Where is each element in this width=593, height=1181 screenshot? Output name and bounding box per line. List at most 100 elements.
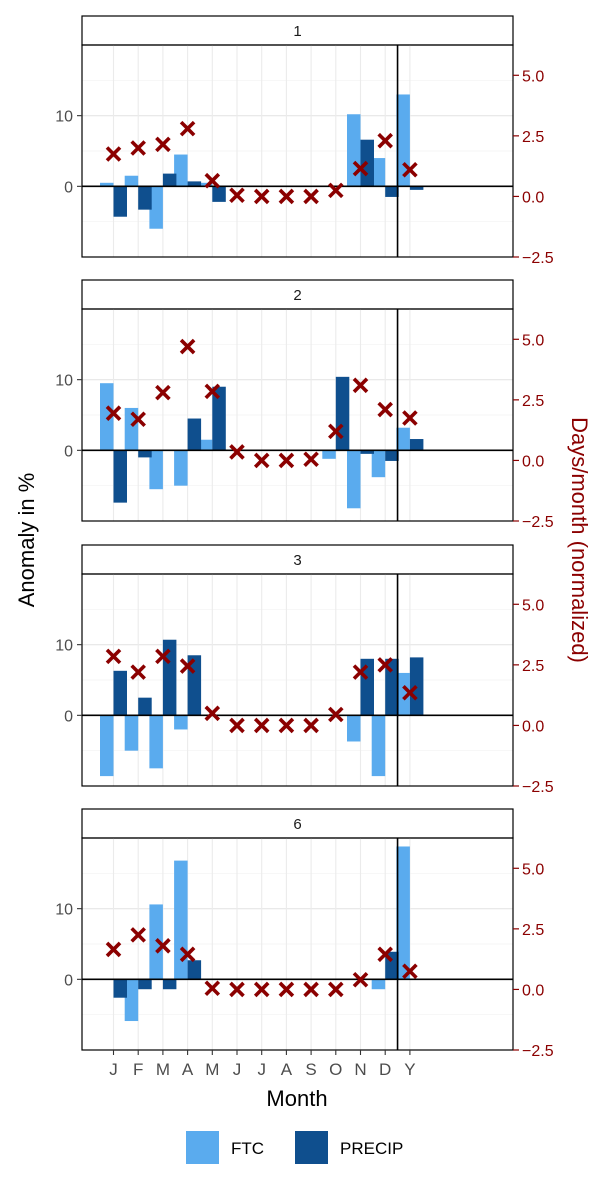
precip-bar bbox=[335, 376, 350, 451]
days-marker bbox=[105, 405, 122, 421]
precip-bar bbox=[113, 450, 127, 503]
y-axis-label-left: Anomaly in % bbox=[14, 473, 39, 608]
ftc-bar bbox=[396, 672, 410, 716]
days-marker bbox=[377, 946, 393, 963]
ftc-bar bbox=[322, 450, 336, 459]
x-tick-label: F bbox=[133, 1060, 143, 1079]
marker-stroke bbox=[328, 706, 344, 723]
facet-label: 3 bbox=[293, 552, 301, 569]
legend-item-precip: PRECIP bbox=[295, 1131, 403, 1164]
precip-bar bbox=[409, 657, 424, 716]
facet-label: 6 bbox=[293, 816, 301, 833]
days-marker bbox=[377, 132, 393, 149]
marker-stroke bbox=[402, 162, 418, 178]
days-marker bbox=[303, 717, 319, 734]
ftc-bar bbox=[174, 860, 188, 980]
marker-stroke bbox=[278, 188, 295, 205]
panel-border bbox=[81, 44, 514, 258]
ftc-bar bbox=[174, 450, 188, 486]
legend-label: FTC bbox=[231, 1139, 264, 1158]
days-marker bbox=[352, 664, 369, 680]
facet-panel-3: 3 10 0 5.0 2.5 0.0 −2.5 bbox=[55, 544, 554, 796]
ftc-bar bbox=[124, 715, 139, 751]
x-tick-label: D bbox=[379, 1060, 391, 1079]
ftc-bar bbox=[396, 427, 410, 451]
marker-stroke bbox=[377, 132, 393, 149]
days-marker bbox=[328, 981, 344, 998]
precip-bar bbox=[113, 186, 127, 217]
left-tick-label: 0 bbox=[64, 708, 73, 725]
panel-border bbox=[81, 308, 514, 522]
days-marker bbox=[402, 684, 418, 701]
x-tick-label: O bbox=[329, 1060, 342, 1079]
days-marker bbox=[328, 706, 344, 723]
marker-stroke bbox=[229, 444, 245, 460]
facet-panel-2: 2 10 0 5.0 2.5 0.0 −2.5 bbox=[55, 279, 554, 531]
days-marker bbox=[278, 452, 295, 469]
days-marker bbox=[179, 946, 196, 963]
precip-bar bbox=[138, 697, 152, 716]
ftc-bar bbox=[174, 715, 188, 730]
x-tick-label: J bbox=[257, 1060, 266, 1079]
precip-bar bbox=[113, 979, 127, 998]
right-tick-label: 2.5 bbox=[522, 658, 544, 675]
marker-stroke bbox=[204, 980, 221, 996]
marker-stroke bbox=[328, 423, 344, 440]
x-tick-label: J bbox=[233, 1060, 242, 1079]
days-marker bbox=[253, 717, 270, 734]
ftc-bar bbox=[149, 450, 163, 490]
days-marker bbox=[377, 657, 393, 673]
chart-panels: 1 10 0 5.0 2.5 0.0 −2.5 2 10 0 5.0 2.5 0.0 −2.5 3 10 0 5.… bbox=[55, 15, 554, 1060]
left-tick-label: 10 bbox=[55, 902, 73, 919]
marker-stroke bbox=[130, 140, 146, 156]
precip-bar bbox=[162, 979, 177, 990]
ftc-bar bbox=[100, 715, 114, 777]
marker-stroke bbox=[229, 187, 245, 203]
days-marker bbox=[155, 938, 171, 954]
ftc-bar bbox=[371, 450, 386, 478]
marker-stroke bbox=[328, 182, 344, 199]
marker-stroke bbox=[377, 401, 393, 418]
ftc-bar bbox=[371, 158, 386, 187]
days-marker bbox=[352, 160, 369, 177]
legend-swatch bbox=[186, 1131, 219, 1164]
right-tick-label: −2.5 bbox=[522, 1043, 554, 1060]
days-marker bbox=[328, 182, 344, 199]
days-marker bbox=[155, 648, 171, 665]
marker-stroke bbox=[278, 452, 295, 469]
precip-bar bbox=[162, 173, 177, 187]
facet-strip bbox=[81, 15, 514, 46]
marker-stroke bbox=[179, 338, 196, 355]
days-marker bbox=[253, 452, 270, 469]
days-marker bbox=[278, 981, 295, 998]
right-tick-label: −2.5 bbox=[522, 514, 554, 531]
ftc-bar bbox=[198, 439, 213, 451]
marker-stroke bbox=[229, 981, 245, 998]
marker-stroke bbox=[204, 172, 221, 189]
days-marker bbox=[155, 384, 171, 401]
right-tick-label: 2.5 bbox=[522, 922, 544, 939]
right-tick-label: 5.0 bbox=[522, 597, 544, 614]
days-marker bbox=[328, 423, 344, 440]
precip-bar bbox=[409, 186, 424, 190]
facet-label: 1 bbox=[293, 23, 301, 40]
left-tick-label: 10 bbox=[55, 109, 73, 126]
days-marker bbox=[402, 963, 418, 980]
marker-stroke bbox=[130, 664, 146, 680]
right-tick-label: 0.0 bbox=[522, 982, 544, 999]
days-marker bbox=[179, 120, 196, 137]
marker-stroke bbox=[377, 946, 393, 963]
ftc-bar bbox=[347, 450, 361, 509]
precip-bar bbox=[360, 658, 374, 716]
right-tick-label: 0.0 bbox=[522, 189, 544, 206]
ftc-bar bbox=[371, 979, 386, 990]
marker-stroke bbox=[105, 941, 122, 958]
days-marker bbox=[377, 401, 393, 418]
facet-panel-4: 6 10 0 5.0 2.5 0.0 −2.5 bbox=[55, 808, 554, 1060]
precip-bar bbox=[385, 658, 399, 716]
marker-stroke bbox=[105, 146, 122, 162]
left-tick-label: 10 bbox=[55, 638, 73, 655]
days-marker bbox=[204, 980, 221, 996]
right-tick-label: 5.0 bbox=[522, 861, 544, 878]
